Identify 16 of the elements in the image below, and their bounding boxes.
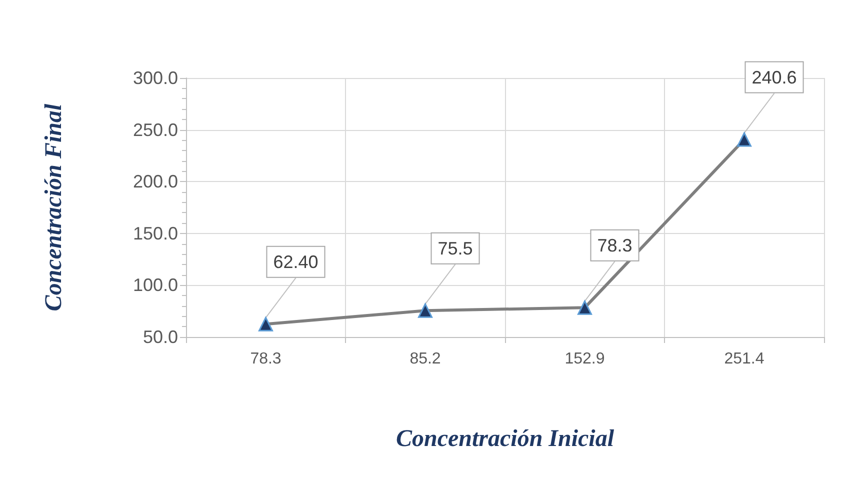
y-tick-label: 200.0	[132, 172, 178, 192]
y-tick-label: 50.0	[142, 327, 178, 347]
x-tick-label: 152.9	[564, 350, 605, 368]
x-tick-label: 251.4	[724, 350, 764, 368]
data-label: 75.5	[438, 238, 473, 258]
data-label: 240.6	[752, 67, 797, 88]
x-axis-title: Concentración Inicial	[396, 426, 614, 452]
data-label: 78.3	[597, 235, 632, 256]
y-tick-label: 150.0	[132, 223, 178, 244]
x-tick-label: 85.2	[410, 350, 441, 368]
x-tick-label: 78.3	[250, 350, 282, 368]
y-axis-title: Concentración Final	[41, 103, 67, 312]
y-tick-label: 300.0	[132, 68, 178, 88]
data-label: 62.40	[273, 252, 318, 272]
y-tick-label: 100.0	[132, 275, 178, 296]
y-tick-label: 250.0	[132, 120, 178, 140]
